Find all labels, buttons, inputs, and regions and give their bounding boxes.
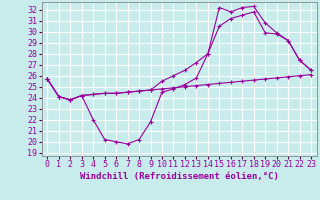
X-axis label: Windchill (Refroidissement éolien,°C): Windchill (Refroidissement éolien,°C) — [80, 172, 279, 181]
